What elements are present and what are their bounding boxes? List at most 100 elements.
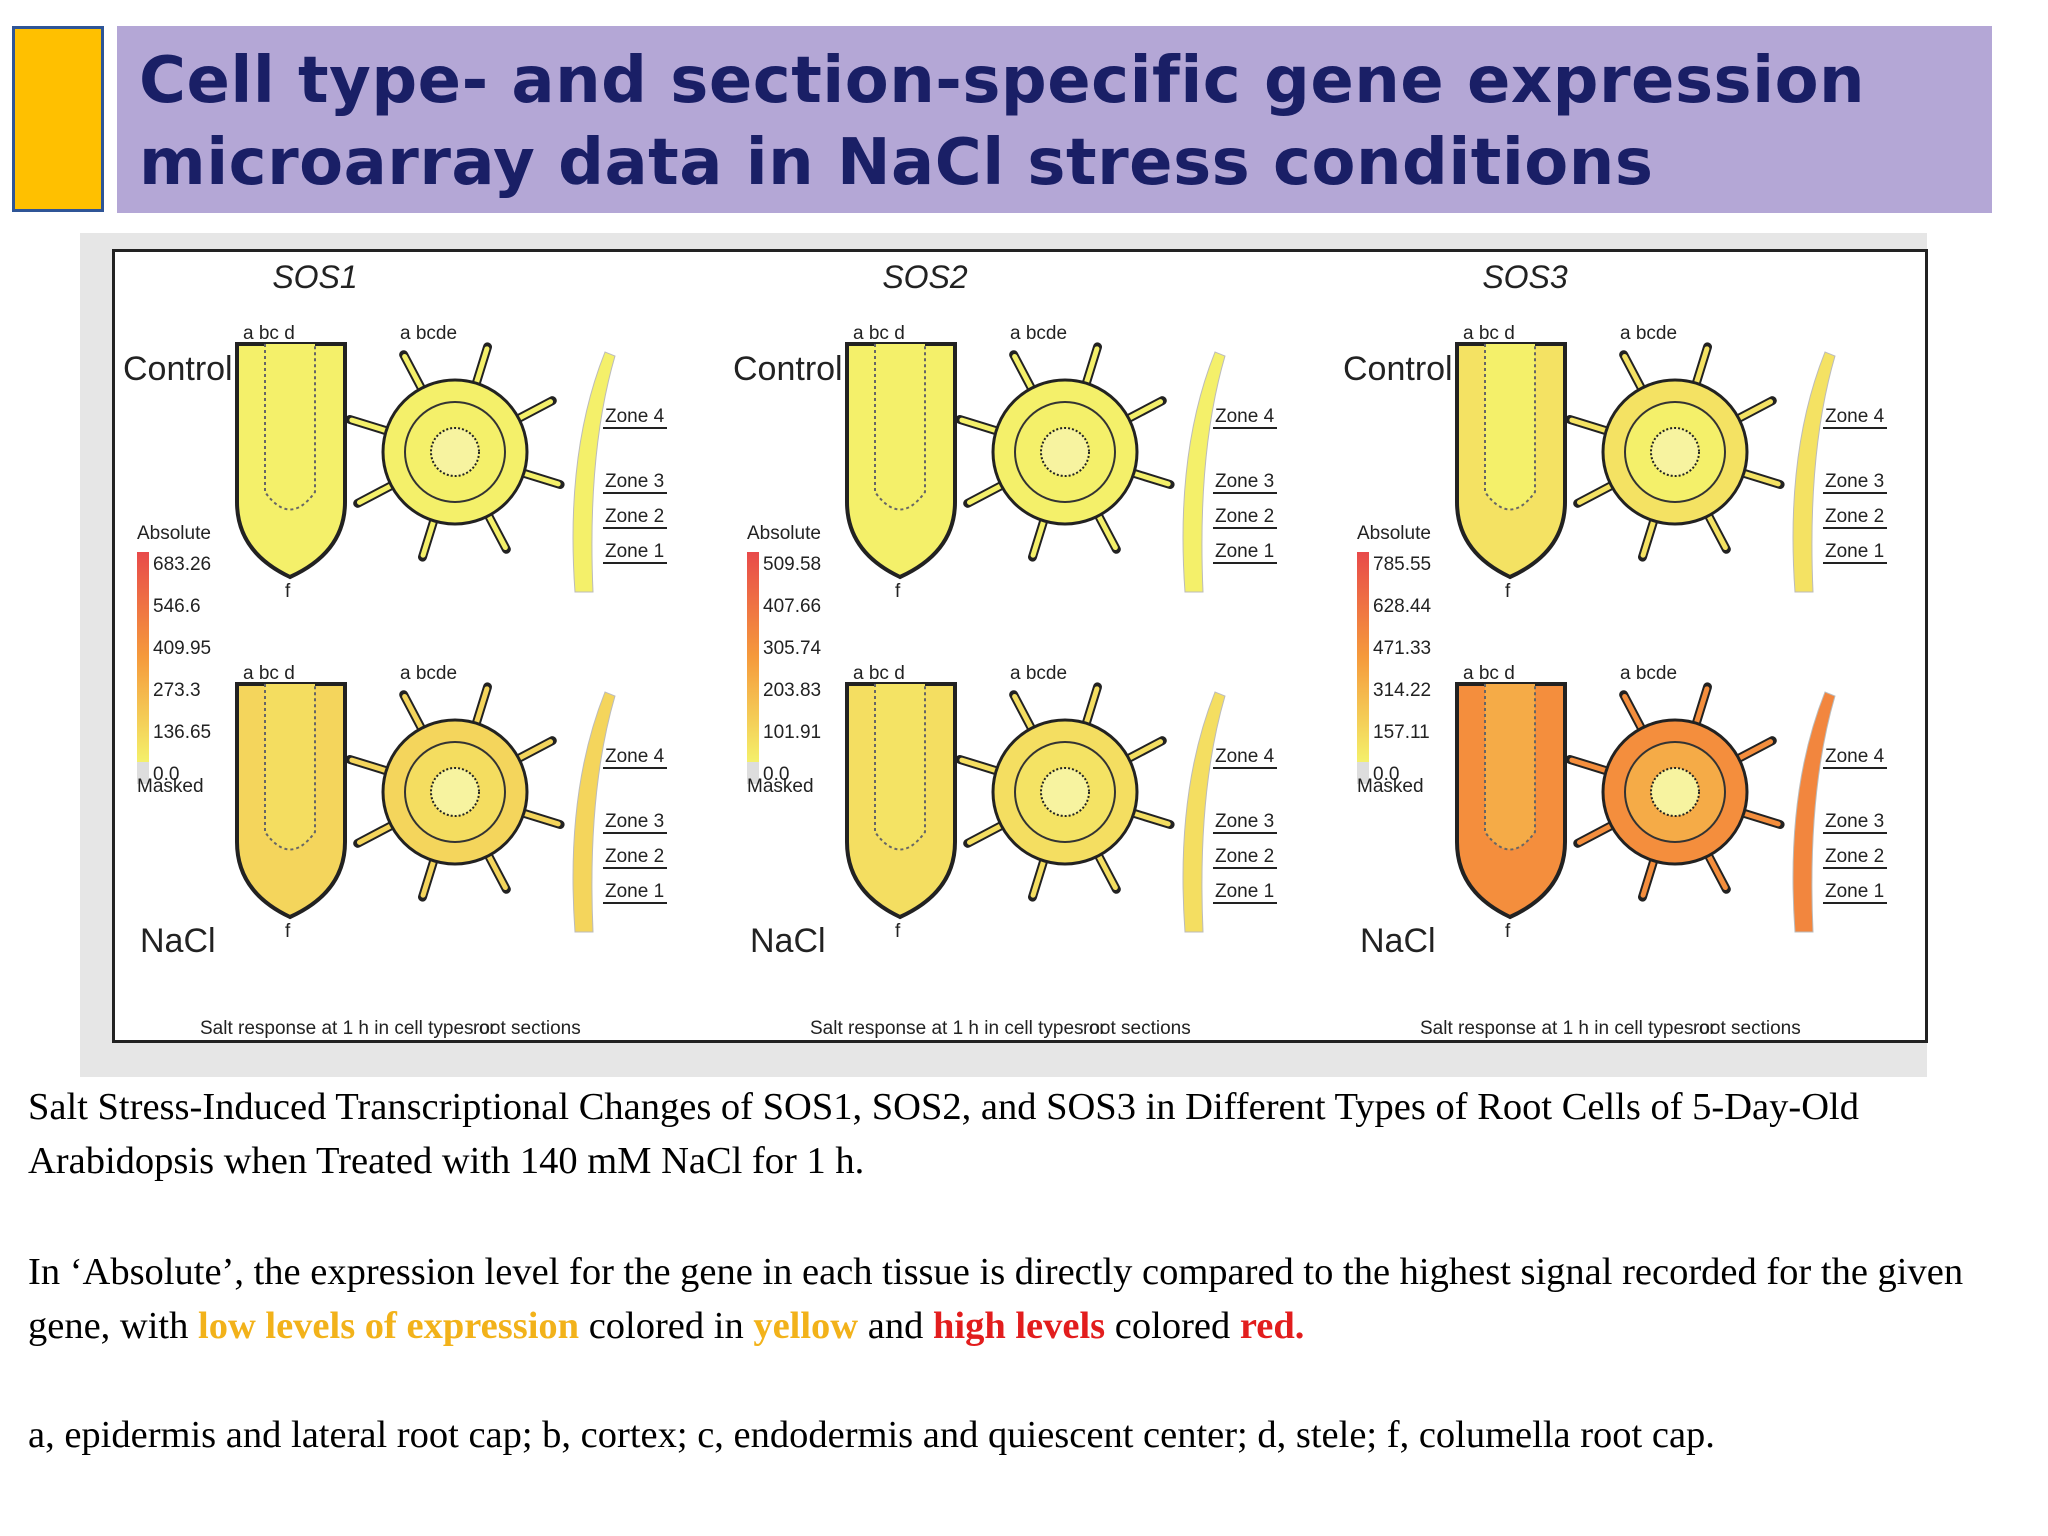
cross-section-stele-control — [1040, 427, 1090, 477]
columella-label: f — [895, 921, 901, 942]
legend-tick-label: 0.0 — [153, 764, 179, 785]
caption-p2-prefix: In ‘Absolute’, the expression level for … — [28, 1251, 1964, 1347]
zone-label: Zone 4 — [605, 746, 665, 767]
cross-section-stele-control — [430, 427, 480, 477]
root-stele-control — [874, 344, 926, 511]
caption-yellow-word: yellow — [753, 1305, 859, 1347]
columella-label: f — [1505, 921, 1511, 942]
zone-label: Zone 2 — [1825, 846, 1884, 867]
legend-tick-label: 305.74 — [763, 638, 822, 659]
root-stele-nacl — [264, 684, 316, 851]
cross-section-labels: a bcde — [1620, 323, 1677, 344]
cell-type-labels: a bc d — [243, 663, 295, 684]
condition-control-label: Control — [733, 350, 843, 388]
cross-section-labels: a bcde — [1010, 663, 1067, 684]
salt-response-caption: Salt response at 1 h in cell types or — [810, 1018, 1106, 1039]
zone-label: Zone 4 — [1825, 406, 1885, 427]
expression-figure: SOS1 Control NaCl Absolute 683.26 546.6 409.95… — [112, 249, 1928, 1043]
gene-title-sos2: SOS2 — [882, 259, 968, 295]
cell-type-labels: a bc d — [1463, 663, 1515, 684]
legend-masked-swatch — [1357, 762, 1369, 784]
zone-label: Zone 3 — [605, 471, 664, 492]
caption-paragraph-3: a, epidermis and lateral root cap; b, co… — [28, 1414, 1715, 1456]
condition-control-label: Control — [1343, 350, 1453, 388]
zone-label: Zone 2 — [1215, 846, 1274, 867]
title-line-2: microarray data in NaCl stress condition… — [139, 126, 1654, 200]
cross-section-stele-nacl — [430, 767, 480, 817]
condition-nacl-label: NaCl — [1360, 922, 1436, 960]
zone-label: Zone 4 — [1215, 406, 1275, 427]
legend-tick-label: 0.0 — [763, 764, 789, 785]
zone-label: Zone 1 — [1825, 881, 1884, 902]
root-section-strip-nacl — [572, 691, 616, 933]
zone-label: Zone 2 — [605, 506, 664, 527]
root-stele-nacl — [874, 684, 926, 851]
columella-label: f — [895, 581, 901, 602]
cell-type-labels: a bc d — [853, 323, 905, 344]
root-stele-control — [264, 344, 316, 511]
zone-label: Zone 2 — [605, 846, 664, 867]
zone-label: Zone 4 — [1215, 746, 1275, 767]
caption-p2-mid3: colored — [1105, 1305, 1240, 1347]
legend-color-bar — [1357, 552, 1369, 762]
legend-tick-label: 407.66 — [763, 596, 821, 617]
zone-label: Zone 1 — [1215, 881, 1274, 902]
legend-tick-label: 0.0 — [1373, 764, 1399, 785]
legend-tick-label: 136.65 — [153, 722, 211, 743]
cross-section-stele-nacl — [1650, 767, 1700, 817]
legend-masked-swatch — [137, 762, 149, 784]
caption-paragraph-1: Salt Stress-Induced Transcriptional Chan… — [28, 1086, 1859, 1182]
zone-label: Zone 3 — [1825, 471, 1884, 492]
root-stele-control — [1484, 344, 1536, 511]
zone-label: Zone 3 — [1215, 471, 1274, 492]
legend-tick-label: 273.3 — [153, 680, 201, 701]
legend-masked-label: Masked — [137, 776, 204, 797]
zone-label: Zone 4 — [1825, 746, 1885, 767]
gene-title-sos1: SOS1 — [272, 259, 357, 295]
title-accent-box — [12, 26, 104, 212]
legend-tick-label: 409.95 — [153, 638, 211, 659]
columella-label: f — [1505, 581, 1511, 602]
cell-type-labels: a bc d — [1463, 323, 1515, 344]
condition-control-label: Control — [123, 350, 233, 388]
root-section-strip-control — [1792, 351, 1836, 593]
cross-section-stele-control — [1650, 427, 1700, 477]
salt-response-caption: Salt response at 1 h in cell types or — [200, 1018, 496, 1039]
root-section-strip-nacl — [1182, 691, 1226, 933]
cross-section-labels: a bcde — [400, 323, 457, 344]
zone-label: Zone 4 — [605, 406, 665, 427]
cross-section-stele-nacl — [1040, 767, 1090, 817]
root-section-strip-control — [1182, 351, 1226, 593]
zone-label: Zone 3 — [605, 811, 664, 832]
columella-label: f — [285, 921, 291, 942]
legend-tick-label: 509.58 — [763, 554, 821, 575]
legend-masked-label: Masked — [747, 776, 814, 797]
root-sections-caption: root sections — [473, 1018, 581, 1039]
zone-label: Zone 3 — [1215, 811, 1274, 832]
legend-tick-label: 471.33 — [1373, 638, 1431, 659]
salt-response-caption: Salt response at 1 h in cell types or — [1420, 1018, 1716, 1039]
legend-tick-label: 683.26 — [153, 554, 211, 575]
slide-title: Cell type- and section-specific gene exp… — [117, 26, 1992, 213]
legend-title: Absolute — [747, 523, 821, 544]
legend-tick-label: 314.22 — [1373, 680, 1431, 701]
condition-nacl-label: NaCl — [750, 922, 826, 960]
zone-label: Zone 2 — [1825, 506, 1884, 527]
title-line-1: Cell type- and section-specific gene exp… — [139, 44, 1866, 118]
zone-label: Zone 1 — [605, 881, 664, 902]
legend-tick-label: 203.83 — [763, 680, 821, 701]
cross-section-labels: a bcde — [1620, 663, 1677, 684]
cross-section-labels: a bcde — [400, 663, 457, 684]
caption-high-levels: high levels — [932, 1305, 1106, 1347]
figure-canvas: SOS1 Control NaCl Absolute 683.26 546.6 409.95… — [123, 259, 1887, 1039]
zone-label: Zone 3 — [1825, 811, 1884, 832]
condition-nacl-label: NaCl — [140, 922, 216, 960]
columella-label: f — [285, 581, 291, 602]
gene-title-sos3: SOS3 — [1482, 259, 1568, 295]
legend-color-bar — [747, 552, 759, 762]
legend-tick-label: 785.55 — [1373, 554, 1431, 575]
legend-masked-label: Masked — [1357, 776, 1424, 797]
cross-section-labels: a bcde — [1010, 323, 1067, 344]
legend-title: Absolute — [1357, 523, 1431, 544]
caption-p2-mid2: and — [858, 1305, 933, 1347]
